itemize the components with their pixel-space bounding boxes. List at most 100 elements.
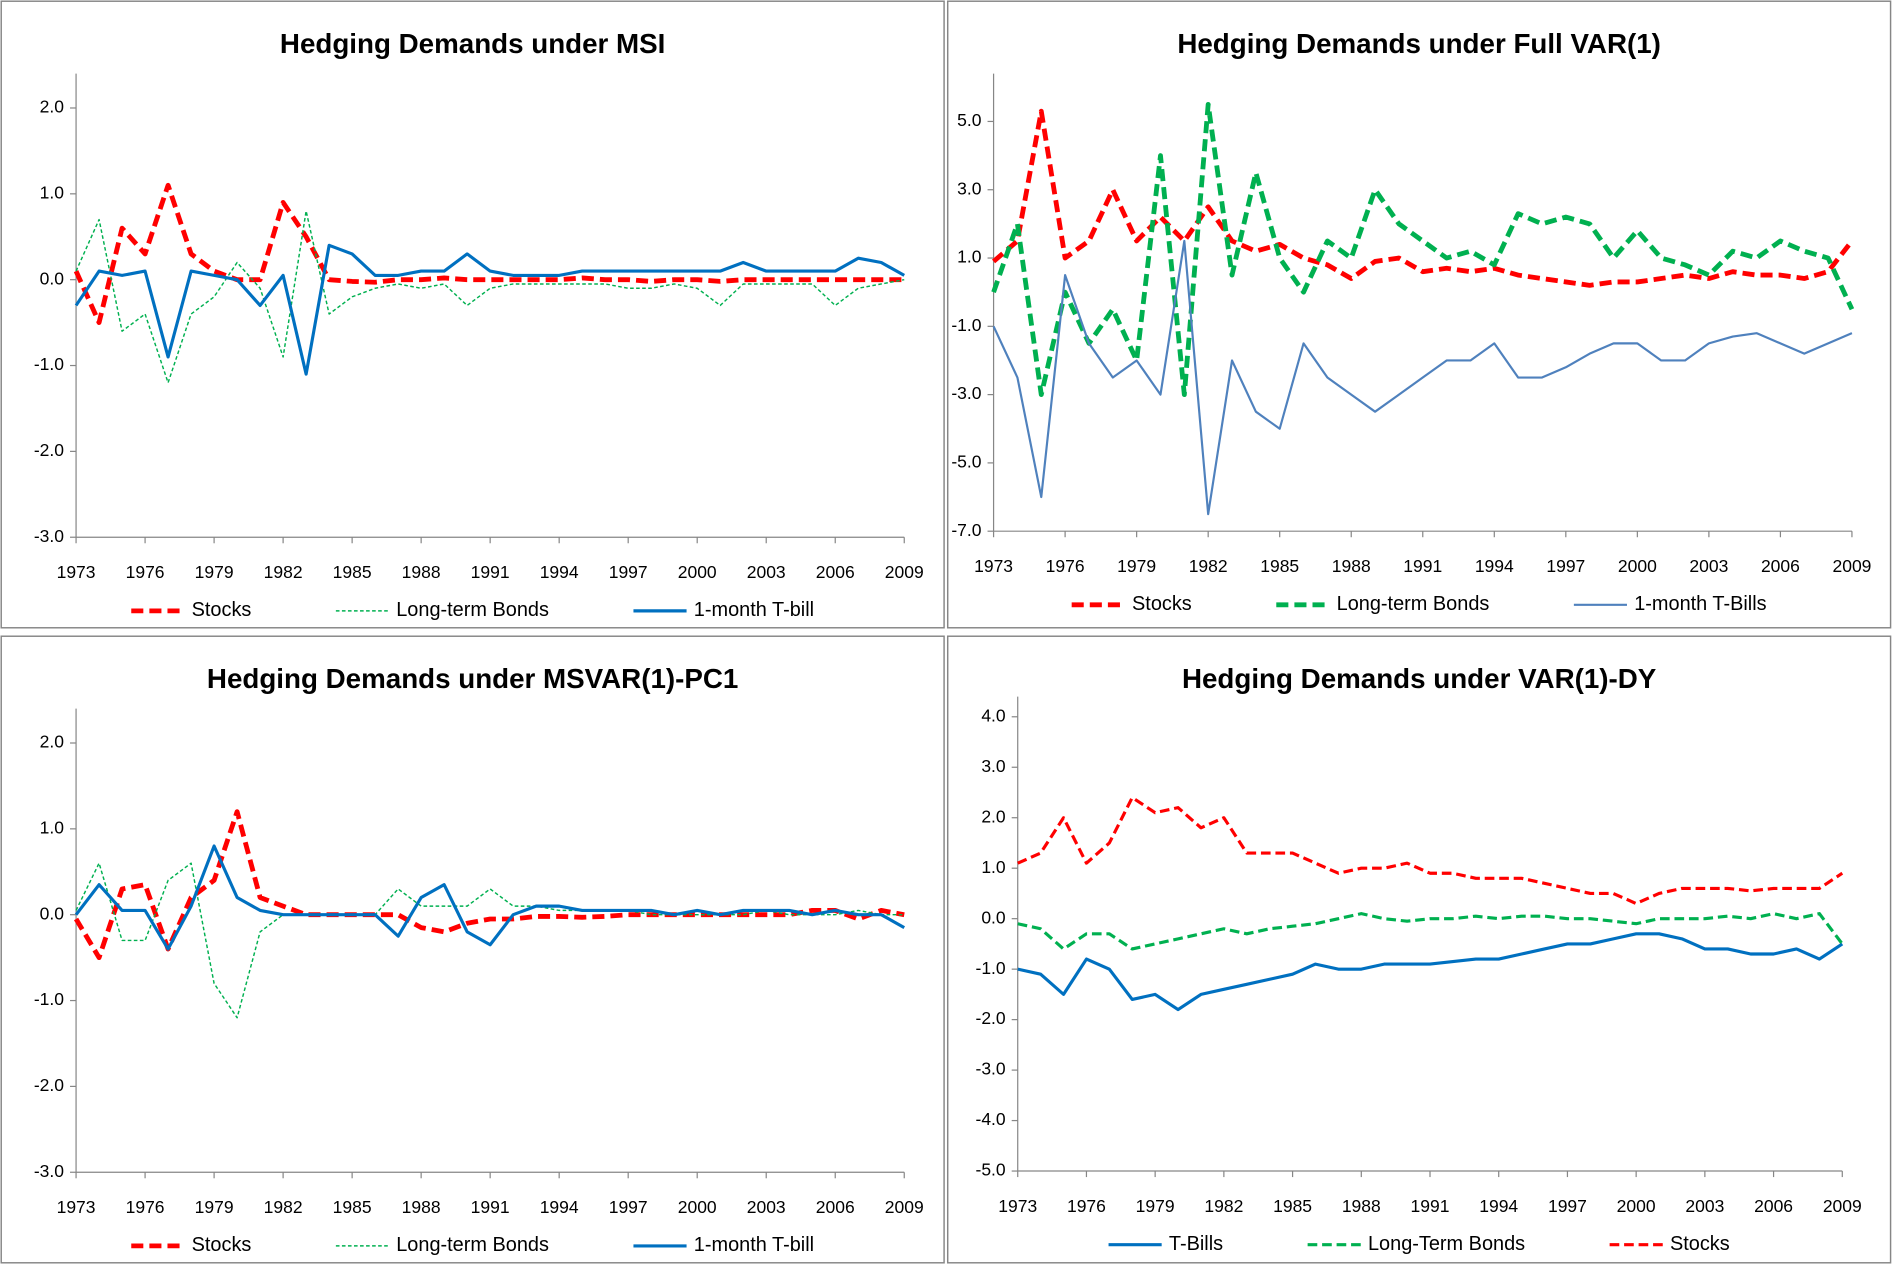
chart-panel: Hedging Demands under Full VAR(1) -7.0 -5.…: [946, 0, 1892, 629]
x-tick-label: 1982: [264, 562, 303, 582]
legend: T-Bills Long-Term Bonds Stocks: [1108, 1233, 1730, 1255]
x-tick-label: 1973: [974, 556, 1013, 576]
legend-item: Long-Term Bonds: [1307, 1233, 1525, 1255]
legend-label: Long-term Bonds: [396, 599, 549, 621]
series-line: [74, 243, 906, 376]
x-tick-label: 1982: [1204, 1196, 1243, 1216]
x-tick-label: 1985: [1260, 556, 1299, 576]
x-tick-label: 2006: [816, 562, 855, 582]
legend-item: Stocks: [1071, 593, 1192, 615]
y-tick-label: -1.0: [975, 958, 1005, 978]
y-tick-label: 1.0: [40, 182, 65, 202]
y-tick-label: 0.0: [981, 907, 1006, 927]
x-tick-label: 1997: [609, 562, 648, 582]
x-tick-label: 1976: [126, 562, 165, 582]
y-tick-label: -1.0: [34, 989, 64, 1009]
y-tick-label: -1.0: [951, 315, 981, 335]
y-tick-label: -2.0: [975, 1008, 1005, 1028]
series-line: [1017, 932, 1844, 1012]
legend-item: 1-month T-Bills: [1573, 593, 1767, 615]
x-tick-label: 1985: [1273, 1196, 1312, 1216]
y-tick-label: 0.0: [40, 268, 65, 288]
x-tick-label: 1979: [1117, 556, 1156, 576]
legend-item: Long-term Bonds: [335, 1234, 549, 1256]
chart-panel: Hedging Demands under VAR(1)-DY -5.0 -4.0 -…: [946, 635, 1892, 1264]
legend: Stocks Long-term Bonds 1-month T-bill: [131, 599, 814, 621]
legend-label: Long-term Bonds: [396, 1234, 549, 1256]
y-tick-label: -3.0: [34, 1161, 64, 1181]
legend-item: 1-month T-bill: [633, 1234, 814, 1256]
x-tick-label: 1973: [998, 1196, 1037, 1216]
legend-label: 1-month T-bill: [694, 599, 814, 621]
panel-border: [0, 0, 945, 629]
x-tick-label: 1994: [1475, 556, 1514, 576]
x-tick-label: 1985: [333, 1197, 372, 1217]
x-tick-label: 1994: [540, 562, 579, 582]
legend: Stocks Long-term Bonds 1-month T-Bills: [1071, 593, 1767, 615]
y-tick-label: -5.0: [975, 1160, 1005, 1180]
y-tick-label: -2.0: [34, 440, 64, 460]
x-tick-label: 2009: [1823, 1196, 1862, 1216]
panel-border: [946, 635, 1892, 1264]
x-tick-label: 1991: [1403, 556, 1442, 576]
y-tick-label: 1.0: [40, 817, 65, 837]
chart-panel: Hedging Demands under MSI -3.0 -2.0 -1.0 0.0…: [0, 0, 945, 629]
y-tick-label: 5.0: [957, 110, 982, 130]
legend: Stocks Long-term Bonds 1-month T-bill: [131, 1234, 814, 1256]
series-line: [992, 108, 1854, 288]
x-tick-label: 1997: [1548, 1196, 1587, 1216]
x-tick-label: 1979: [195, 1197, 234, 1217]
x-tick-label: 2000: [678, 1197, 717, 1217]
y-tick-label: -4.0: [975, 1109, 1005, 1129]
legend-label: Stocks: [192, 1234, 252, 1256]
x-tick-label: 1976: [126, 1197, 165, 1217]
x-tick-label: 1973: [57, 1197, 96, 1217]
y-tick-label: -5.0: [951, 452, 981, 472]
legend-item: Stocks: [131, 1234, 251, 1256]
legend-label: T-Bills: [1169, 1233, 1223, 1255]
x-tick-label: 2003: [747, 1197, 786, 1217]
y-tick-label: -1.0: [34, 354, 64, 374]
x-tick-label: 1982: [264, 1197, 303, 1217]
series-line: [73, 182, 905, 326]
x-tick-label: 1991: [1411, 1196, 1450, 1216]
y-tick-label: -7.0: [951, 520, 981, 540]
legend-label: 1-month T-Bills: [1634, 593, 1766, 615]
series-line: [1017, 795, 1844, 906]
y-tick-label: 3.0: [957, 178, 982, 198]
series-line: [75, 862, 905, 1019]
x-tick-label: 2000: [1617, 1196, 1656, 1216]
series-line: [75, 210, 905, 384]
y-tick-label: -3.0: [34, 526, 64, 546]
legend-label: Long-term Bonds: [1337, 593, 1490, 615]
legend-label: Stocks: [1670, 1233, 1730, 1255]
y-tick-label: 4.0: [981, 705, 1006, 725]
chart-title: Hedging Demands under MSI: [280, 28, 665, 59]
legend-item: Long-term Bonds: [1276, 593, 1489, 615]
x-tick-label: 1979: [1136, 1196, 1175, 1216]
x-tick-label: 1991: [471, 562, 510, 582]
legend-item: Stocks: [1609, 1233, 1730, 1255]
x-tick-label: 2000: [1618, 556, 1657, 576]
y-tick-label: 2.0: [981, 806, 1006, 826]
x-tick-label: 2000: [678, 562, 717, 582]
x-tick-label: 2009: [1832, 556, 1871, 576]
legend-label: Stocks: [192, 599, 252, 621]
x-tick-label: 2009: [885, 1197, 924, 1217]
x-tick-label: 2003: [1685, 1196, 1724, 1216]
legend-item: T-Bills: [1108, 1233, 1223, 1255]
x-tick-label: 1982: [1189, 556, 1228, 576]
x-tick-label: 2003: [1689, 556, 1728, 576]
series-line: [1017, 912, 1844, 951]
legend-item: 1-month T-bill: [633, 599, 814, 621]
y-tick-label: -3.0: [951, 383, 981, 403]
panel-border: [946, 0, 1892, 629]
panel-border: [0, 635, 945, 1264]
x-tick-label: 1988: [402, 1197, 441, 1217]
series-line: [74, 844, 906, 951]
x-tick-label: 1973: [57, 562, 96, 582]
y-tick-label: -3.0: [975, 1059, 1005, 1079]
chart-title: Hedging Demands under MSVAR(1)-PC1: [207, 663, 738, 694]
x-tick-label: 1994: [1479, 1196, 1518, 1216]
y-tick-label: 2.0: [40, 732, 65, 752]
